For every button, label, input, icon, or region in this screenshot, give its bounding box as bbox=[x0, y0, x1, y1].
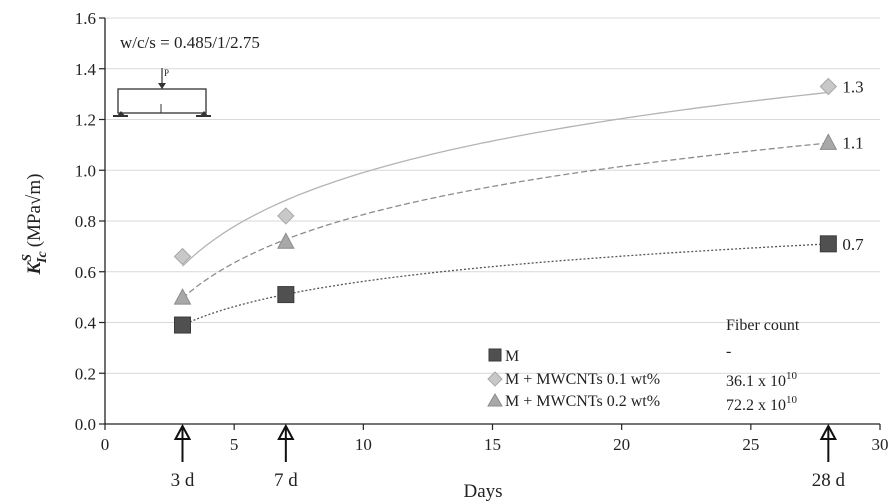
legend-label-m: M bbox=[505, 348, 519, 365]
y-tick-label-5: 1.0 bbox=[75, 161, 96, 180]
legend-label-02: M + MWCNTs 0.2 wt% bbox=[505, 393, 660, 410]
legend-label-01: M + MWCNTs 0.1 wt% bbox=[505, 371, 660, 388]
end-labels: 0.7 1.3 1.1 bbox=[842, 78, 864, 254]
y-tick-label-0: 0.0 bbox=[75, 415, 96, 434]
marker-s1-0 bbox=[173, 247, 192, 266]
marker-s2-0 bbox=[173, 288, 192, 305]
y-axis-ticks: 0.0 0.2 0.4 0.6 0.8 1.0 1.2 1.4 1.6 bbox=[75, 9, 105, 434]
x-tick-label-3: 15 bbox=[484, 435, 501, 454]
x-axis-label: Days bbox=[463, 481, 502, 501]
x-tick-label-2: 10 bbox=[355, 435, 372, 454]
age-label-1: 7 d bbox=[274, 470, 298, 491]
trend-curve-0 bbox=[182, 243, 829, 326]
end-label-s0: 0.7 bbox=[842, 235, 864, 254]
legend-marker-m bbox=[488, 348, 502, 362]
fiber-count-01-exp: 10 bbox=[786, 370, 798, 382]
legend: Fiber count M - M + MWCNTs 0.1 wt% 36.1 … bbox=[487, 317, 800, 414]
legend-marker-02 bbox=[487, 393, 503, 407]
fiber-count-header: Fiber count bbox=[726, 317, 800, 334]
marker-s0-0 bbox=[174, 316, 191, 334]
y-axis-label-unit: (MPa√m) bbox=[24, 174, 45, 248]
trend-curve-1 bbox=[182, 91, 829, 267]
annotation-wcs: w/c/s = 0.485/1/2.75 bbox=[120, 33, 260, 52]
x-axis-ticks: 0 5 10 15 20 25 30 bbox=[101, 424, 889, 454]
age-arrow-head-0 bbox=[173, 423, 192, 440]
legend-marker-01 bbox=[487, 371, 503, 387]
x-tick-label-1: 5 bbox=[230, 435, 239, 454]
end-label-s2: 1.1 bbox=[842, 133, 863, 152]
marker-s0-2 bbox=[819, 235, 837, 253]
y-tick-label-2: 0.4 bbox=[75, 314, 97, 333]
y-tick-label-6: 1.2 bbox=[75, 111, 96, 130]
trend-curve-2 bbox=[182, 142, 829, 299]
data-markers bbox=[173, 77, 838, 334]
gridlines bbox=[105, 17, 880, 374]
y-tick-label-7: 1.4 bbox=[75, 60, 97, 79]
y-axis-label: KSIc (MPa√m) bbox=[20, 174, 50, 276]
y-tick-label-8: 1.6 bbox=[75, 9, 96, 28]
x-tick-label-0: 0 bbox=[101, 435, 110, 454]
age-markers: 3 d 7 d 28 d bbox=[171, 423, 846, 491]
beam-load-label: P bbox=[164, 68, 169, 78]
marker-s1-2 bbox=[819, 77, 838, 96]
beam-test-icon: P bbox=[113, 68, 211, 117]
age-arrow-head-2 bbox=[819, 423, 838, 440]
y-tick-label-4: 0.8 bbox=[75, 212, 96, 231]
y-axis-label-sup: S bbox=[20, 254, 35, 262]
x-tick-label-5: 25 bbox=[742, 435, 759, 454]
marker-s1-1 bbox=[277, 207, 295, 225]
fiber-count-02-exp: 10 bbox=[786, 394, 798, 406]
y-tick-label-3: 0.6 bbox=[75, 263, 96, 282]
fiber-count-02-base: 72.2 x 10 bbox=[726, 397, 786, 414]
legend-fiber-count-m: - bbox=[726, 343, 731, 360]
age-arrow-head-1 bbox=[277, 423, 295, 440]
age-label-0: 3 d bbox=[171, 470, 195, 491]
legend-fiber-count-01: 36.1 x 1010 bbox=[726, 370, 798, 390]
marker-s0-1 bbox=[277, 286, 295, 304]
marker-s2-1 bbox=[277, 232, 295, 249]
marker-s2-2 bbox=[819, 133, 838, 150]
x-tick-label-6: 30 bbox=[872, 435, 889, 454]
x-tick-label-4: 20 bbox=[613, 435, 630, 454]
end-label-s1: 1.3 bbox=[842, 78, 863, 97]
y-axis-label-symbol: K bbox=[24, 260, 45, 275]
age-label-2: 28 d bbox=[812, 470, 846, 491]
y-tick-label-1: 0.2 bbox=[75, 364, 96, 383]
legend-fiber-count-02: 72.2 x 1010 bbox=[726, 394, 798, 414]
fiber-count-01-base: 36.1 x 10 bbox=[726, 373, 786, 390]
y-axis-label-sub: Ic bbox=[35, 251, 50, 264]
